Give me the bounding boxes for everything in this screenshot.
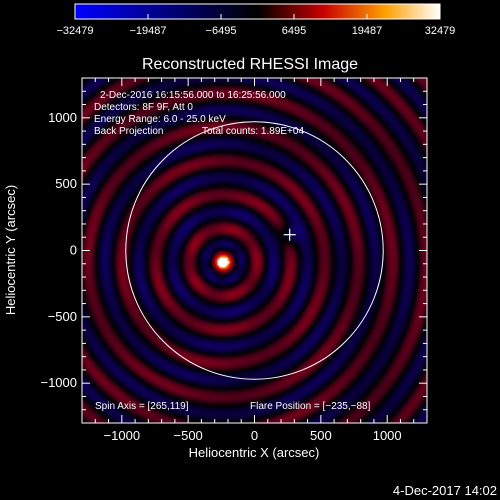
y-tick-label: −500	[48, 309, 77, 324]
annotation-method: Back Projection	[94, 126, 163, 137]
axis-ticks: −1000 −500 0 500 1000 −1000 −500 0 500 1000	[40, 78, 427, 443]
y-tick-label: 1000	[48, 110, 77, 125]
colorbar-tick-label: 32479	[425, 25, 456, 37]
colorbar-ticks: −32479 −19487 −6495 6495 19487 32479	[56, 14, 455, 37]
annotation-flare-position: Flare Position = [−235,−88]	[250, 401, 371, 412]
colorbar-tick-label: −32479	[56, 25, 93, 37]
y-tick-label: 500	[55, 176, 77, 191]
annotation-energy-range: Energy Range: 6.0 - 25.0 keV	[94, 114, 226, 125]
y-tick-label: −1000	[40, 375, 77, 390]
heatmap-image	[82, 78, 427, 423]
annotation-time-range: 2-Dec-2016 16:15:56.000 to 16:25:56.000	[100, 90, 286, 101]
x-tick-label: −500	[174, 428, 203, 443]
chart-title: Reconstructed RHESSI Image	[142, 56, 358, 73]
annotation-detectors: Detectors: 8F 9F, Att 0	[94, 102, 193, 113]
x-tick-label: 500	[310, 428, 332, 443]
colorbar-tick-label: 19487	[352, 25, 383, 37]
y-tick-label: 0	[70, 243, 77, 258]
x-tick-label: 0	[251, 428, 258, 443]
footer-date: 4-Dec-2017 14:02	[393, 483, 497, 498]
x-tick-label: −1000	[104, 428, 141, 443]
colorbar-tick-label: −6495	[206, 25, 237, 37]
solar-disk-limb	[125, 121, 384, 380]
annotation-total-counts: Total counts: 1.89E+04	[202, 126, 304, 137]
colorbar-tick-label: −19487	[129, 25, 166, 37]
colorbar	[74, 3, 441, 20]
spin-axis-marker	[283, 228, 296, 241]
x-axis-label: Heliocentric X (arcsec)	[189, 445, 320, 460]
colorbar-tick-label: 6495	[282, 25, 306, 37]
x-tick-label: 1000	[373, 428, 402, 443]
y-axis-label: Heliocentric Y (arcsec)	[3, 185, 18, 315]
annotation-spin-axis: Spin Axis = [265,119]	[95, 401, 189, 412]
